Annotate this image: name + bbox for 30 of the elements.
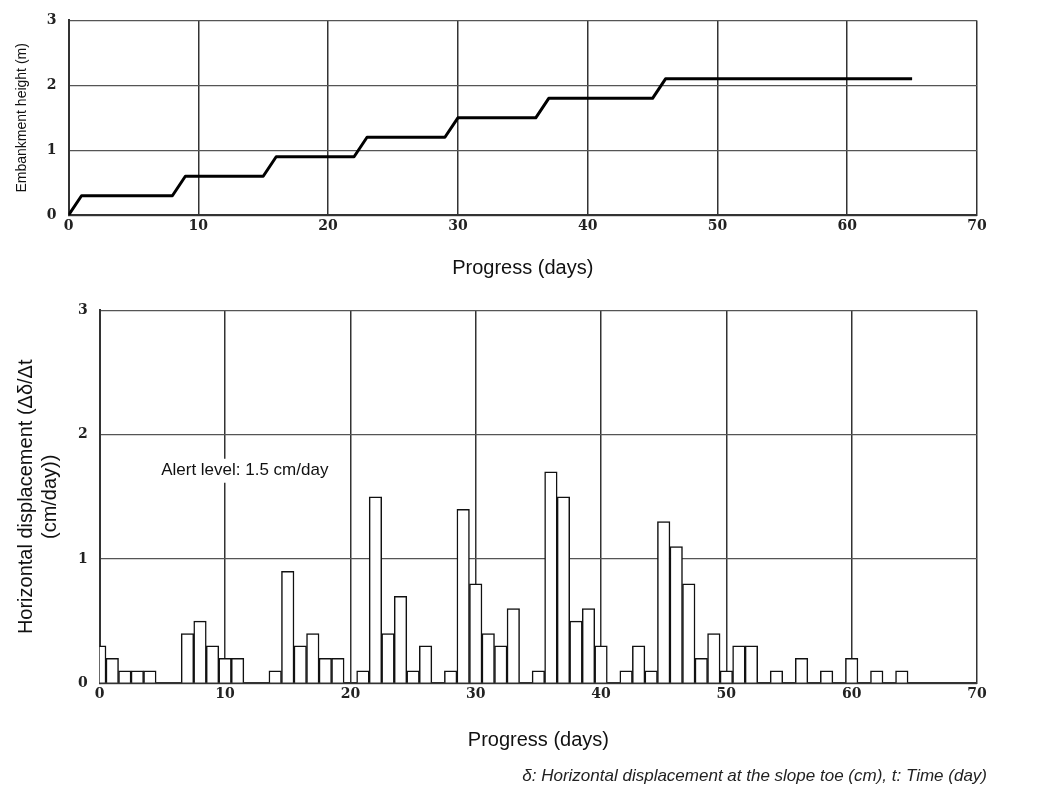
x-tick-label: 60 — [837, 217, 858, 234]
y-tick-label: 2 — [46, 75, 57, 92]
x-tick-label: 20 — [340, 685, 361, 702]
x-tick-label: 60 — [841, 685, 862, 702]
x-tick-label: 30 — [448, 217, 468, 234]
y-tick-label: 0 — [77, 673, 88, 690]
x-tick-label: 40 — [591, 685, 612, 702]
annotation: Alert level: 1.5 cm/day — [161, 460, 329, 480]
x-tick-label: 30 — [465, 685, 486, 702]
x-tick-label: 0 — [63, 217, 74, 234]
x-tick-label: 70 — [967, 685, 987, 702]
x-axis-title: Progress (days) — [467, 727, 609, 750]
x-tick-label: 50 — [707, 217, 728, 234]
y-tick-label: 0 — [46, 205, 57, 222]
x-tick-label: 10 — [188, 217, 209, 234]
y-tick-label: 1 — [46, 140, 57, 157]
y-tick-label: 2 — [77, 425, 88, 442]
x-tick-label: 10 — [215, 685, 236, 702]
y-axis-title: Horizontal displacement (Δδ/Δt (cm/day)) — [13, 359, 60, 635]
x-tick-label: 20 — [318, 217, 339, 234]
x-axis-title: Progress (days) — [452, 255, 594, 278]
y-axis-title: Embankment height (m) — [13, 43, 30, 193]
y-tick-label: 3 — [77, 301, 88, 318]
y-tick-label: 1 — [77, 549, 88, 566]
x-tick-label: 40 — [577, 217, 598, 234]
text: δ: Horizontal displacement at the slope toe (cm), t: Time (day) — [522, 766, 987, 786]
y-tick-label: 3 — [46, 11, 57, 28]
x-tick-label: 50 — [716, 685, 737, 702]
x-tick-label: 70 — [967, 217, 987, 234]
x-tick-label: 0 — [94, 685, 105, 702]
